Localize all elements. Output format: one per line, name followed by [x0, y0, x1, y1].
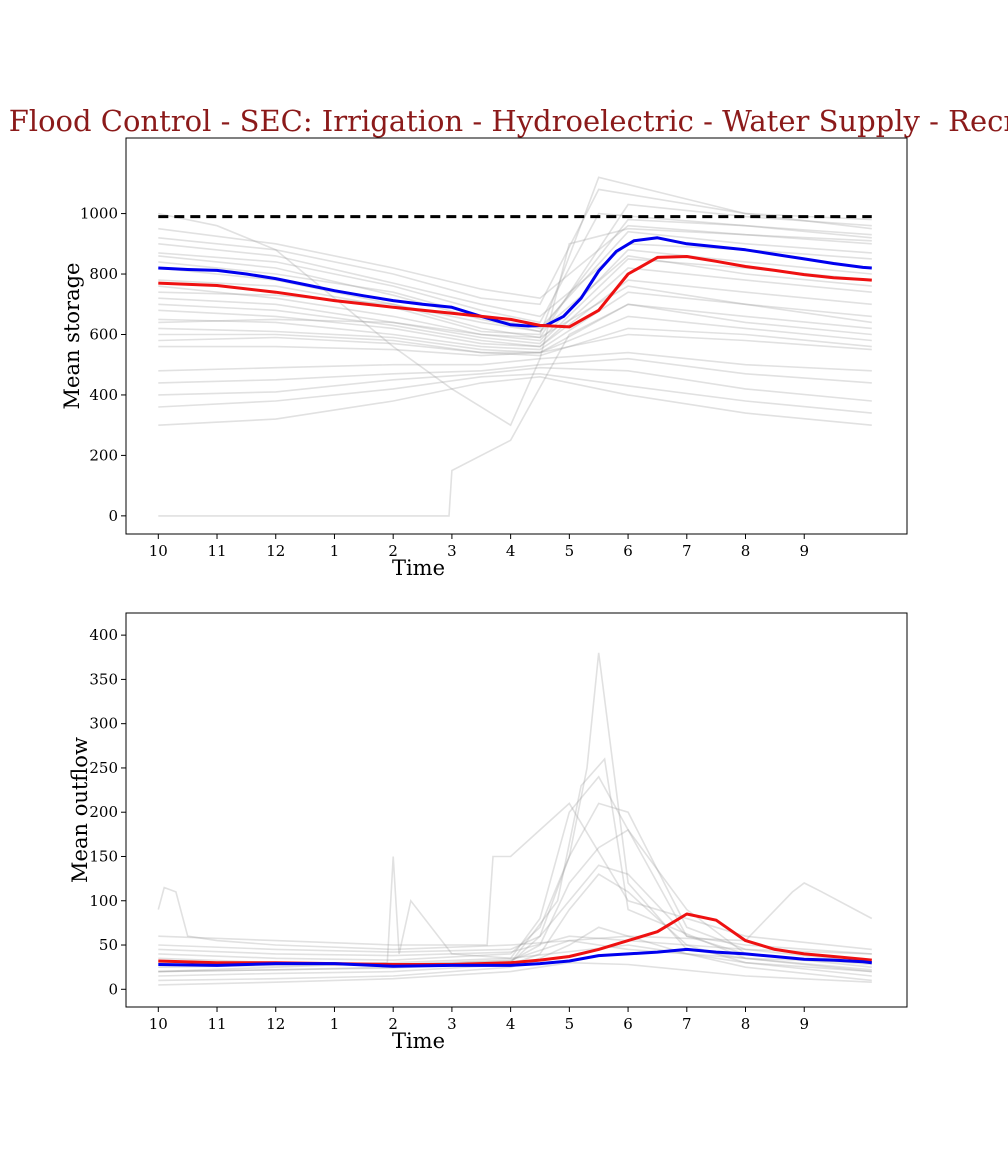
outflow-x-axis-label: Time — [392, 1029, 445, 1053]
outflow-background-trace-0 — [158, 652, 872, 973]
outflow-background-trace-6 — [157, 882, 873, 951]
outflow-background-trace-5 — [158, 802, 872, 951]
storage-x-tick-label: 2 — [388, 542, 398, 560]
storage-x-tick-label: 6 — [623, 542, 633, 560]
storage-background-trace-7 — [158, 267, 872, 348]
storage-y-tick-label: 1000 — [80, 205, 118, 223]
storage-x-tick-label: 8 — [741, 542, 751, 560]
storage-background-trace-22 — [158, 230, 872, 330]
outflow-background-trace-4 — [158, 864, 872, 955]
storage-x-tick-label: 7 — [682, 542, 692, 560]
outflow-y-tick-label: 400 — [89, 626, 118, 644]
storage-y-tick-label: 800 — [89, 265, 118, 283]
storage-x-tick-label: 4 — [506, 542, 516, 560]
outflow-y-tick-label: 350 — [89, 670, 118, 688]
storage-background-trace-17 — [158, 372, 872, 414]
outflow-panel: 10 11 12 1 2 3 4 5 6 7 8 9050100150200250300350400T… — [68, 612, 908, 1053]
outflow-y-tick-label: 100 — [89, 892, 118, 910]
outflow-y-axis-label: Mean outflow — [68, 737, 92, 883]
storage-plot-area — [158, 176, 872, 517]
outflow-y-tick-label: 150 — [89, 847, 118, 865]
outflow-plot-area — [157, 652, 873, 986]
storage-background-trace-9 — [158, 291, 872, 351]
storage-y-tick-label: 400 — [89, 386, 118, 404]
storage-background-trace-19 — [158, 212, 872, 427]
storage-background-trace-13 — [158, 333, 872, 357]
outflow-x-tick-label: 6 — [623, 1015, 633, 1033]
storage-background-trace-20 — [158, 188, 872, 306]
storage-x-tick-label: 11 — [207, 542, 226, 560]
storage-background-trace-10 — [158, 303, 872, 354]
outflow-background-trace-8 — [158, 926, 872, 982]
storage-y-axis-label: Mean storage — [60, 263, 84, 410]
outflow-x-tick-label: 7 — [682, 1015, 692, 1033]
outflow-y-tick-label: 250 — [89, 759, 118, 777]
outflow-y-tick-label: 200 — [89, 803, 118, 821]
outflow-x-tick-label: 5 — [565, 1015, 575, 1033]
outflow-x-tick-label: 10 — [149, 1015, 168, 1033]
storage-x-tick-label: 10 — [149, 542, 168, 560]
outflow-y-tick-label: 0 — [108, 980, 118, 998]
storage-x-tick-label: 9 — [799, 542, 809, 560]
storage-background-trace-16 — [158, 366, 872, 402]
outflow-x-tick-label: 11 — [207, 1015, 226, 1033]
storage-red-series-line — [158, 255, 872, 329]
outflow-x-tick-label: 9 — [799, 1015, 809, 1033]
outflow-x-tick-label: 2 — [388, 1015, 398, 1033]
storage-background-trace-3 — [158, 203, 872, 339]
storage-background-trace-12 — [158, 327, 872, 357]
storage-x-axis-label: Time — [392, 556, 445, 580]
storage-x-tick-label: 3 — [447, 542, 457, 560]
storage-background-trace-5 — [158, 248, 872, 342]
storage-background-trace-23 — [158, 285, 872, 339]
storage-background-trace-18 — [158, 375, 872, 426]
storage-background-trace-15 — [158, 357, 872, 384]
storage-background-trace-21 — [158, 212, 872, 324]
outflow-x-tick-label: 12 — [266, 1015, 285, 1033]
storage-background-trace-6 — [158, 258, 872, 345]
outflow-background-trace-13 — [158, 961, 872, 986]
figure-title: MAIN: Flood Control - SEC: Irrigation - … — [0, 104, 1008, 138]
outflow-background-trace-12 — [158, 757, 872, 973]
outflow-x-tick-label: 8 — [741, 1015, 751, 1033]
storage-y-tick-label: 0 — [108, 507, 118, 525]
outflow-y-tick-label: 300 — [89, 715, 118, 733]
storage-background-trace-0 — [158, 224, 872, 300]
outflow-x-tick-label: 1 — [330, 1015, 340, 1033]
storage-y-tick-label: 200 — [89, 446, 118, 464]
outflow-x-tick-label: 3 — [447, 1015, 457, 1033]
storage-panel: 10 11 12 1 2 3 4 5 6 7 8 902004006008001000TimeMean… — [60, 137, 908, 580]
storage-background-trace-11 — [158, 315, 872, 354]
outflow-y-tick-label: 50 — [99, 936, 118, 954]
storage-x-tick-label: 1 — [330, 542, 340, 560]
storage-x-tick-label: 5 — [565, 542, 575, 560]
storage-background-trace-4 — [158, 176, 872, 336]
storage-background-trace-24 — [158, 255, 872, 333]
outflow-x-tick-label: 4 — [506, 1015, 516, 1033]
storage-y-tick-label: 600 — [89, 325, 118, 343]
outflow-blue-series-line — [158, 947, 872, 968]
outflow-axes-frame — [125, 612, 908, 1008]
storage-x-tick-label: 12 — [266, 542, 285, 560]
outflow-background-trace-2 — [158, 802, 872, 964]
storage-background-trace-25 — [158, 303, 872, 517]
storage-background-trace-14 — [158, 351, 872, 372]
storage-background-trace-8 — [158, 279, 872, 348]
storage-axes-frame — [125, 137, 908, 535]
outflow-background-trace-11 — [158, 935, 872, 957]
